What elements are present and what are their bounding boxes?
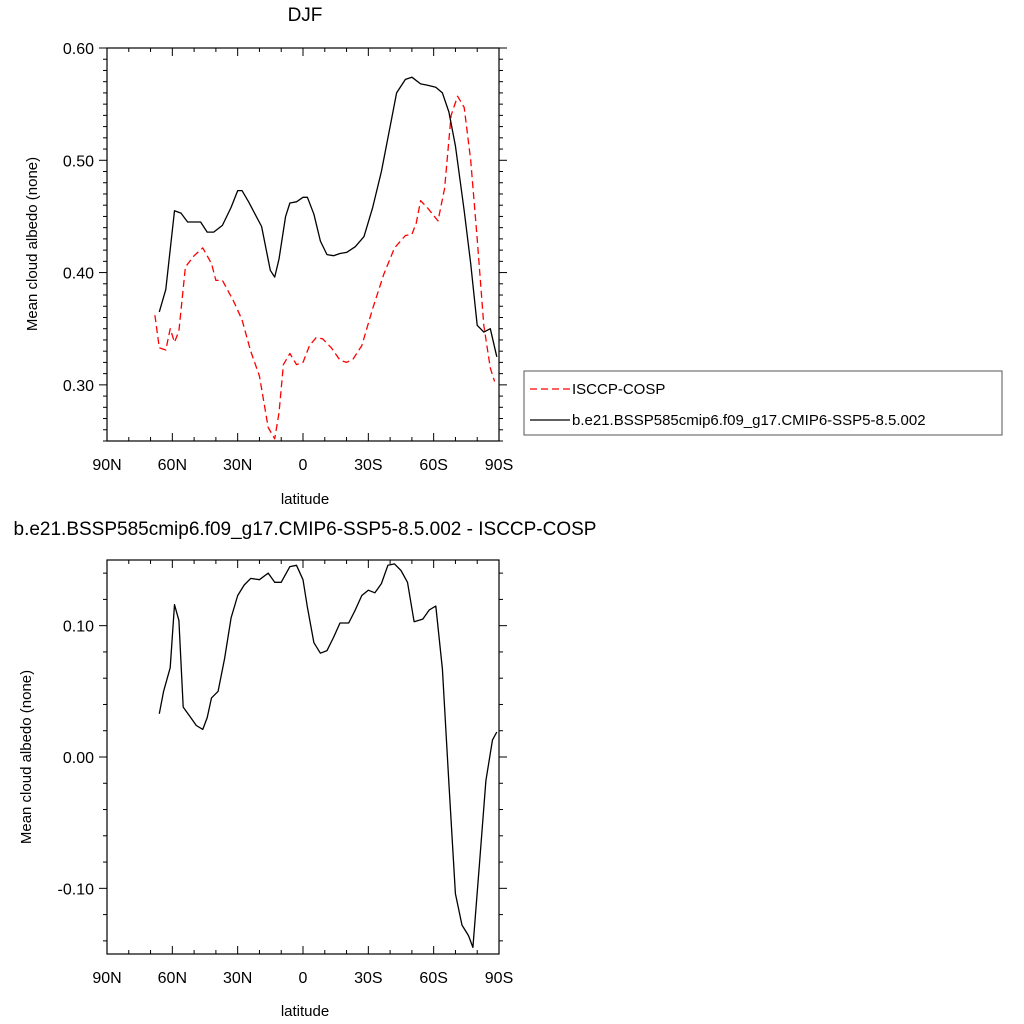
bottom-panel-x-ticks: 90N 60N 30N 0 30S 60S 90S	[92, 560, 513, 987]
x-tick-label: 90S	[485, 970, 513, 987]
x-tick-label: 90S	[485, 457, 513, 474]
y-tick-label: -0.10	[58, 881, 95, 898]
top-panel: DJF 90N 60N 30N 0 30S 60S 90S 0.30 0.40 0.50 0.60…	[24, 5, 1003, 508]
y-tick-label: 0.60	[63, 41, 94, 58]
x-tick-label: 60S	[419, 457, 447, 474]
x-tick-label: 30S	[354, 970, 382, 987]
bottom-panel-frame	[106, 559, 500, 955]
top-panel-frame	[106, 47, 500, 442]
x-tick-label: 90N	[92, 457, 121, 474]
x-tick-label: 0	[299, 457, 308, 474]
x-tick-label: 30N	[223, 970, 252, 987]
x-tick-label: 30N	[223, 457, 252, 474]
top-panel-x-axis-label: latitude	[281, 491, 329, 508]
y-tick-label: 0.30	[63, 378, 94, 395]
legend-label-isccp: ISCCP-COSP	[572, 381, 665, 398]
y-tick-label: 0.40	[63, 266, 94, 283]
y-tick-label: 0.10	[63, 619, 94, 636]
series-line-1-0	[158, 563, 498, 949]
bottom-panel-y-axis-label: Mean cloud albedo (none)	[18, 670, 35, 844]
x-tick-label: 60S	[419, 970, 447, 987]
legend-box	[523, 370, 1003, 436]
y-tick-label: 0.00	[63, 750, 94, 767]
bottom-panel-title: b.e21.BSSP585cmip6.f09_g17.CMIP6-SSP5-8.…	[14, 519, 597, 540]
series-line-0-1	[158, 76, 498, 357]
top-panel-y-ticks: 0.30 0.40 0.50 0.60	[63, 41, 507, 442]
top-panel-series	[154, 76, 498, 440]
top-panel-y-axis-label: Mean cloud albedo (none)	[24, 157, 41, 331]
bottom-panel: b.e21.BSSP585cmip6.f09_g17.CMIP6-SSP5-8.…	[14, 519, 597, 1020]
x-tick-label: 90N	[92, 970, 121, 987]
x-tick-label: 30S	[354, 457, 382, 474]
x-tick-label: 0	[299, 970, 308, 987]
bottom-panel-series	[158, 563, 498, 949]
legend: ISCCP-COSP b.e21.BSSP585cmip6.f09_g17.CM…	[523, 370, 1003, 436]
x-tick-label: 60N	[158, 457, 187, 474]
x-tick-label: 60N	[158, 970, 187, 987]
bottom-panel-y-ticks: -0.10 0.00 0.10	[58, 572, 507, 942]
top-panel-title: DJF	[288, 5, 323, 26]
legend-label-model: b.e21.BSSP585cmip6.f09_g17.CMIP6-SSP5-8.…	[572, 412, 926, 429]
y-tick-label: 0.50	[63, 153, 94, 170]
top-panel-x-ticks: 90N 60N 30N 0 30S 60S 90S	[92, 48, 513, 474]
series-line-0-0	[154, 95, 496, 440]
bottom-panel-x-axis-label: latitude	[281, 1003, 329, 1020]
